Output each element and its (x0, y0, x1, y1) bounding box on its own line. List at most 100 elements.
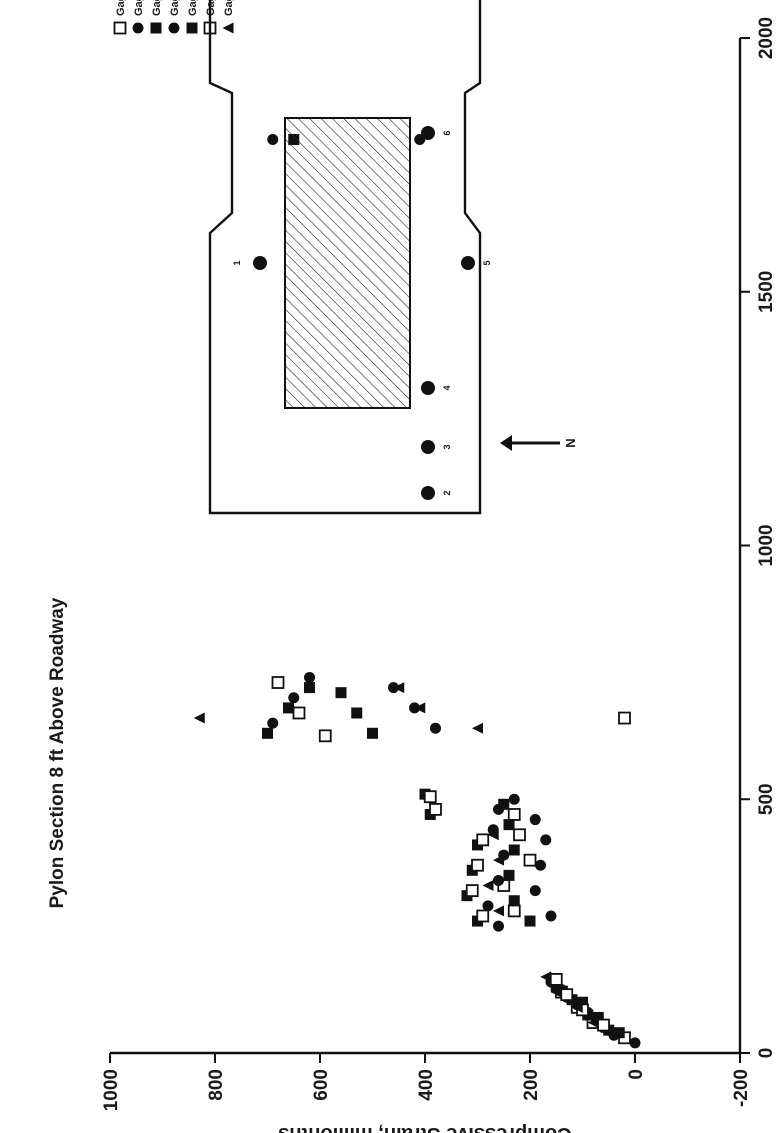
data-point (292, 706, 306, 720)
data-point (482, 880, 494, 892)
legend: Gage 1Gage 2Gage 3Gage 4Gage 5Gage 6Gage… (113, 0, 235, 35)
gage-dot-6 (421, 126, 435, 140)
data-point (508, 844, 520, 856)
data-point (262, 727, 273, 739)
cross-section-outline (208, 0, 482, 515)
hatched-core (284, 117, 411, 409)
data-point (476, 833, 490, 847)
data-point (429, 802, 442, 816)
legend-label: Gage 4 (169, 0, 181, 16)
gage-dot-5 (461, 256, 475, 270)
y-tick-label: 1000 (101, 1069, 122, 1111)
data-point (597, 1018, 610, 1032)
data-point (476, 909, 490, 923)
data-point (267, 717, 279, 729)
legend-label: Gage 1 (115, 0, 127, 16)
y-tick-label: -200 (731, 1069, 752, 1107)
data-point (529, 814, 541, 826)
data-point (493, 905, 504, 917)
axes: 0500100015002000-20002004006008001000Con… (101, 17, 777, 1133)
data-point (540, 834, 552, 846)
legend-marker (150, 22, 162, 34)
gage-number-3: 3 (442, 444, 452, 449)
data-point (524, 915, 536, 927)
y-tick-label: 200 (521, 1069, 542, 1101)
legend-marker (222, 22, 234, 34)
data-point (423, 790, 437, 804)
data-point (629, 1037, 641, 1049)
data-point (367, 727, 378, 739)
north-arrow: N (500, 435, 578, 451)
data-point (193, 712, 205, 724)
data-point (503, 819, 515, 831)
data-point (587, 1017, 599, 1029)
legend-marker (186, 22, 198, 34)
data-point (335, 687, 347, 699)
data-points (193, 134, 641, 1049)
y-axis-title: Compressive Strain, millionths (278, 1123, 571, 1133)
data-point (465, 884, 479, 898)
series-6 (271, 676, 610, 1032)
y-tick-label: 600 (311, 1069, 332, 1101)
legend-marker (132, 22, 144, 34)
data-point (304, 682, 315, 694)
data-point (430, 722, 441, 734)
data-point (487, 829, 499, 841)
gage-number-2: 2 (442, 490, 452, 495)
x-tick-label: 2000 (756, 17, 777, 59)
gage-dot-4 (421, 381, 435, 395)
data-point (507, 808, 521, 821)
data-point (471, 858, 484, 872)
data-point (549, 973, 563, 986)
data-point (529, 885, 541, 897)
legend-label: Gage 5 (187, 0, 199, 16)
data-point (351, 707, 363, 719)
data-point (540, 971, 552, 983)
x-tick-label: 1000 (756, 524, 777, 566)
legend-label: Gage 3 (151, 0, 163, 16)
data-point (318, 729, 332, 743)
y-tick-label: 0 (626, 1069, 647, 1080)
data-point (560, 988, 574, 1002)
data-point (513, 828, 526, 842)
x-tick-label: 500 (756, 783, 777, 815)
north-label: N (563, 438, 578, 447)
data-point (508, 895, 520, 907)
legend-label: Gage 7 (223, 0, 235, 16)
data-point (550, 986, 562, 998)
data-point (482, 900, 494, 912)
data-point (288, 692, 300, 704)
rotated-chart-group: Pylon Section 8 ft Above Roadway 0 500 100… (47, 0, 777, 1133)
series-4 (267, 134, 620, 1041)
data-point (493, 920, 504, 932)
legend-marker (113, 21, 127, 35)
series-7 (193, 682, 599, 1029)
data-point (503, 869, 515, 881)
y-tick-label: 400 (416, 1069, 437, 1101)
pylon-cross-section-inset: 1 2 3 4 5 6 7 N (208, 0, 578, 515)
data-point (472, 722, 483, 734)
data-point (507, 904, 521, 918)
gage-number-5: 5 (482, 260, 492, 265)
data-point (618, 711, 631, 725)
gage-number-6: 6 (442, 130, 452, 135)
legend-marker (168, 22, 180, 34)
data-point (508, 793, 520, 805)
data-point (283, 702, 294, 714)
data-point (267, 134, 279, 145)
data-point (545, 910, 557, 922)
data-point (493, 874, 504, 886)
data-point (393, 682, 405, 694)
gage-dot-2 (421, 486, 435, 500)
data-point (414, 702, 426, 714)
data-point (493, 803, 504, 815)
gage-number-1: 1 (232, 260, 242, 265)
legend-label: Gage 2 (133, 0, 145, 16)
gage-dot-3 (421, 440, 435, 454)
chart-title: Pylon Section 8 ft Above Roadway (47, 597, 68, 908)
data-point (493, 854, 504, 866)
data-point (304, 671, 315, 683)
data-point (571, 1001, 583, 1013)
data-point (523, 853, 537, 867)
